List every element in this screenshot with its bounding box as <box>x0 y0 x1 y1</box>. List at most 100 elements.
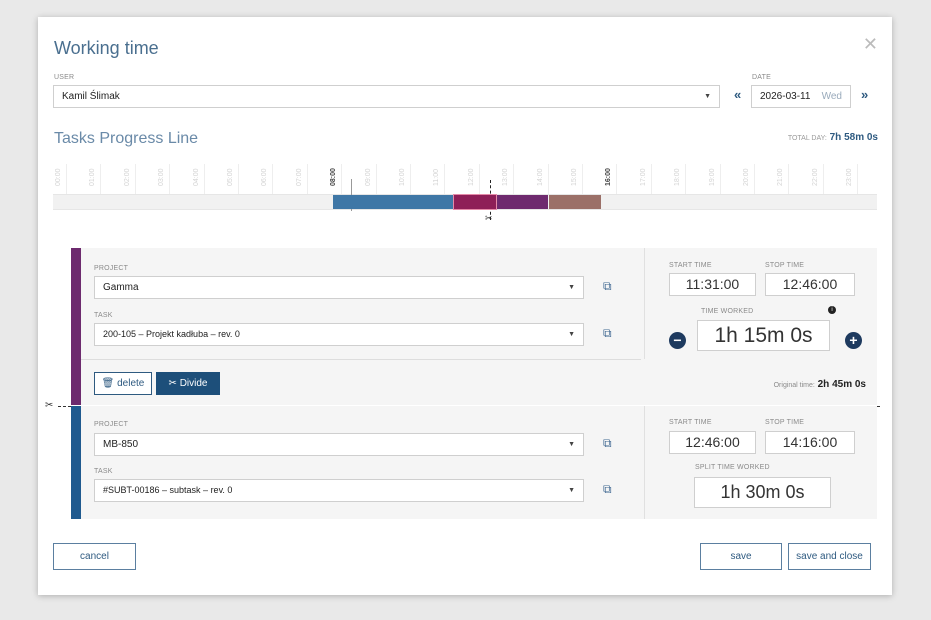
hour-gridline <box>788 164 790 194</box>
original-time: Original time: 2h 45m 0s <box>774 379 866 390</box>
timeline-segment[interactable] <box>333 195 454 209</box>
timeline-segment[interactable] <box>497 195 548 209</box>
hour-gridline <box>857 164 859 194</box>
date-field[interactable]: 2026-03-11 Wed <box>751 85 851 108</box>
original-label: Original time: <box>773 382 815 389</box>
hour-gridline <box>169 164 171 194</box>
scissors-icon[interactable]: ✂ <box>485 213 493 223</box>
hour-label: 02:00 <box>123 168 131 186</box>
hour-gridline <box>410 164 411 194</box>
date-value: 2026-03-11 <box>760 91 811 102</box>
task-select[interactable]: #SUBT-00186 – subtask – rev. 0 ▼ <box>94 479 584 502</box>
dialog-title: Working time <box>54 38 159 58</box>
hour-label: 05:00 <box>227 168 234 186</box>
external-link-icon[interactable]: ⧉ <box>603 326 612 340</box>
hour-label: 01:00 <box>89 168 97 186</box>
trash-icon: 🗑 <box>101 378 115 389</box>
hour-tick: 16:00 <box>605 164 615 204</box>
split-time-field[interactable]: 1h 30m 0s <box>694 477 831 508</box>
start-time-field[interactable]: 12:46:00 <box>669 431 756 454</box>
total-label: TOTAL DAY: <box>787 135 827 142</box>
external-link-icon[interactable]: ⧉ <box>603 436 612 450</box>
worked-label: TIME WORKED <box>701 308 754 315</box>
task-value: #SUBT-00186 – subtask – rev. 0 <box>103 485 233 495</box>
next-day-button[interactable]: » <box>861 87 869 102</box>
task-value: 200-105 – Projekt kadłuba – rev. 0 <box>103 329 240 339</box>
task-select[interactable]: 200-105 – Projekt kadłuba – rev. 0 ▼ <box>94 323 584 346</box>
hour-gridline <box>719 164 721 194</box>
project-label: PROJECT <box>94 421 129 428</box>
hour-tick: 07:00 <box>296 164 306 204</box>
hour-gridline <box>444 164 446 194</box>
hour-label: 11:00 <box>433 169 441 186</box>
hour-gridline <box>478 164 480 194</box>
first-task-panel: PROJECT Gamma ▼ ⧉ TASK 200-105 – Projekt… <box>71 248 877 405</box>
project-value: MB-850 <box>103 439 139 450</box>
chevron-down-icon: ▼ <box>704 93 711 100</box>
plus-icon[interactable]: + <box>845 332 862 349</box>
progress-title: Tasks Progress Line <box>54 130 199 147</box>
user-select[interactable]: Kamil Ślimak ▼ <box>53 85 720 108</box>
hour-gridline <box>134 164 136 194</box>
hour-gridline <box>754 164 755 194</box>
start-label: START TIME <box>669 262 712 269</box>
hour-tick: 00:00 <box>55 164 65 204</box>
total-value: 7h 58m 0s <box>829 132 878 143</box>
hour-gridline <box>238 164 239 194</box>
hour-tick: 01:00 <box>89 164 99 204</box>
scissors-icon: ✂ <box>45 400 54 411</box>
hour-gridline <box>100 164 102 194</box>
hour-gridline <box>341 164 343 194</box>
original-value: 2h 45m 0s <box>817 379 866 390</box>
project-select[interactable]: Gamma ▼ <box>94 276 584 299</box>
divider <box>81 359 641 360</box>
project-value: Gamma <box>103 282 139 293</box>
user-label: USER <box>54 74 75 81</box>
hour-tick: 20:00 <box>743 164 753 204</box>
project-select[interactable]: MB-850 ▼ <box>94 433 584 456</box>
start-time-field[interactable]: 11:31:00 <box>669 273 756 296</box>
hour-gridline <box>375 164 377 194</box>
hour-gridline <box>547 164 549 194</box>
hour-label: 09:00 <box>364 168 372 186</box>
hour-label: 23:00 <box>846 168 854 186</box>
timeline-segment[interactable] <box>548 195 602 209</box>
stop-time-field[interactable]: 12:46:00 <box>765 273 855 296</box>
info-icon[interactable]: i <box>828 306 836 314</box>
stop-time-field[interactable]: 14:16:00 <box>765 431 855 454</box>
user-value: Kamil Ślimak <box>62 91 120 102</box>
minus-icon[interactable]: − <box>669 332 686 349</box>
external-link-icon[interactable]: ⧉ <box>603 279 612 293</box>
hour-gridline <box>306 164 308 194</box>
hour-label: 03:00 <box>158 168 166 186</box>
timeline-segment[interactable] <box>453 194 498 210</box>
prev-day-button[interactable]: « <box>734 87 742 102</box>
divide-label: Divide <box>179 378 208 389</box>
hour-tick: 23:00 <box>846 164 856 204</box>
delete-button[interactable]: 🗑 delete <box>94 372 152 395</box>
time-worked-field[interactable]: 1h 15m 0s <box>697 320 830 351</box>
hour-label: 18:00 <box>674 168 682 186</box>
stop-label: STOP TIME <box>765 262 805 269</box>
hour-label: 14:00 <box>536 168 544 186</box>
hour-label: 17:00 <box>639 168 647 186</box>
chevron-down-icon: ▼ <box>568 441 575 448</box>
divider <box>644 406 645 519</box>
close-icon[interactable]: ✕ <box>862 34 878 54</box>
save-button[interactable]: save <box>700 543 782 570</box>
start-label: START TIME <box>669 419 712 426</box>
stop-label: STOP TIME <box>765 419 805 426</box>
weekday: Wed <box>821 91 842 102</box>
cancel-button[interactable]: cancel <box>53 543 136 570</box>
hour-label: 16:00 <box>605 168 613 186</box>
external-link-icon[interactable]: ⧉ <box>603 482 612 496</box>
hour-label: 19:00 <box>708 168 716 186</box>
hour-label: 20:00 <box>743 168 750 186</box>
hour-tick: 06:00 <box>261 164 271 204</box>
working-time-dialog: Working time ✕ USER Kamil Ślimak ▼ DATE … <box>38 17 892 595</box>
divide-button[interactable]: ✂ Divide <box>156 372 220 395</box>
save-close-button[interactable]: save and close <box>788 543 871 570</box>
chevron-down-icon: ▼ <box>568 331 575 338</box>
hour-tick: 21:00 <box>777 164 787 204</box>
hour-label: 10:00 <box>399 168 406 186</box>
